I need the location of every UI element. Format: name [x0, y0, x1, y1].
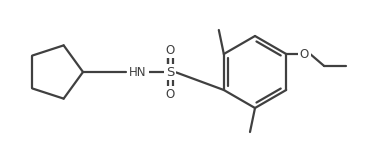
Text: O: O	[165, 88, 175, 101]
Text: O: O	[165, 43, 175, 56]
Text: O: O	[299, 48, 309, 60]
Text: S: S	[166, 66, 174, 78]
Text: HN: HN	[129, 66, 147, 78]
